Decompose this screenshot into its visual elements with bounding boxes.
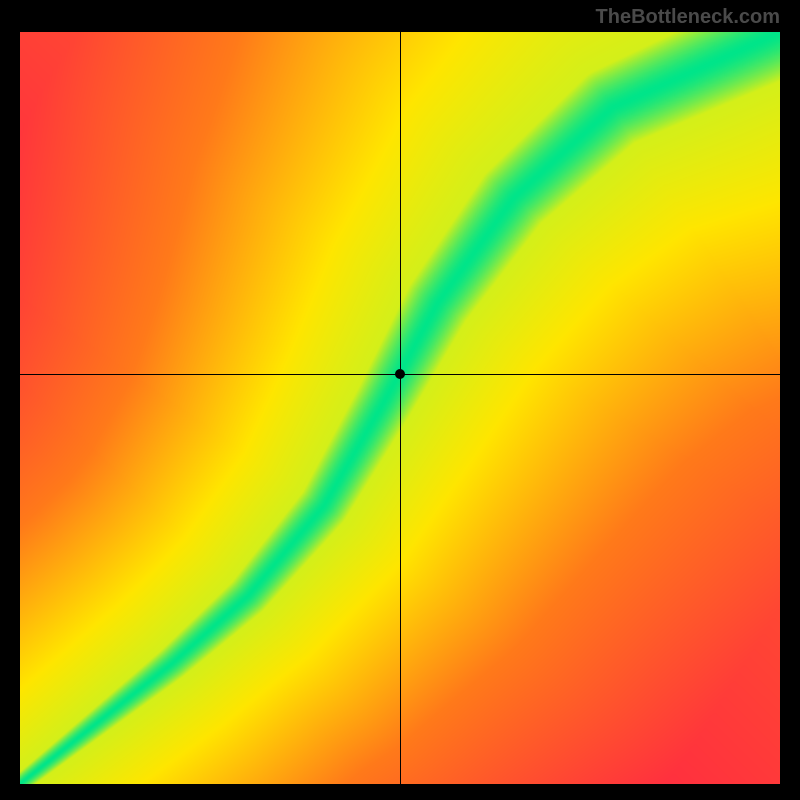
watermark-text: TheBottleneck.com xyxy=(596,6,780,29)
heatmap-plot xyxy=(20,32,780,784)
crosshair-vertical xyxy=(400,32,401,784)
crosshair-marker xyxy=(395,369,405,379)
